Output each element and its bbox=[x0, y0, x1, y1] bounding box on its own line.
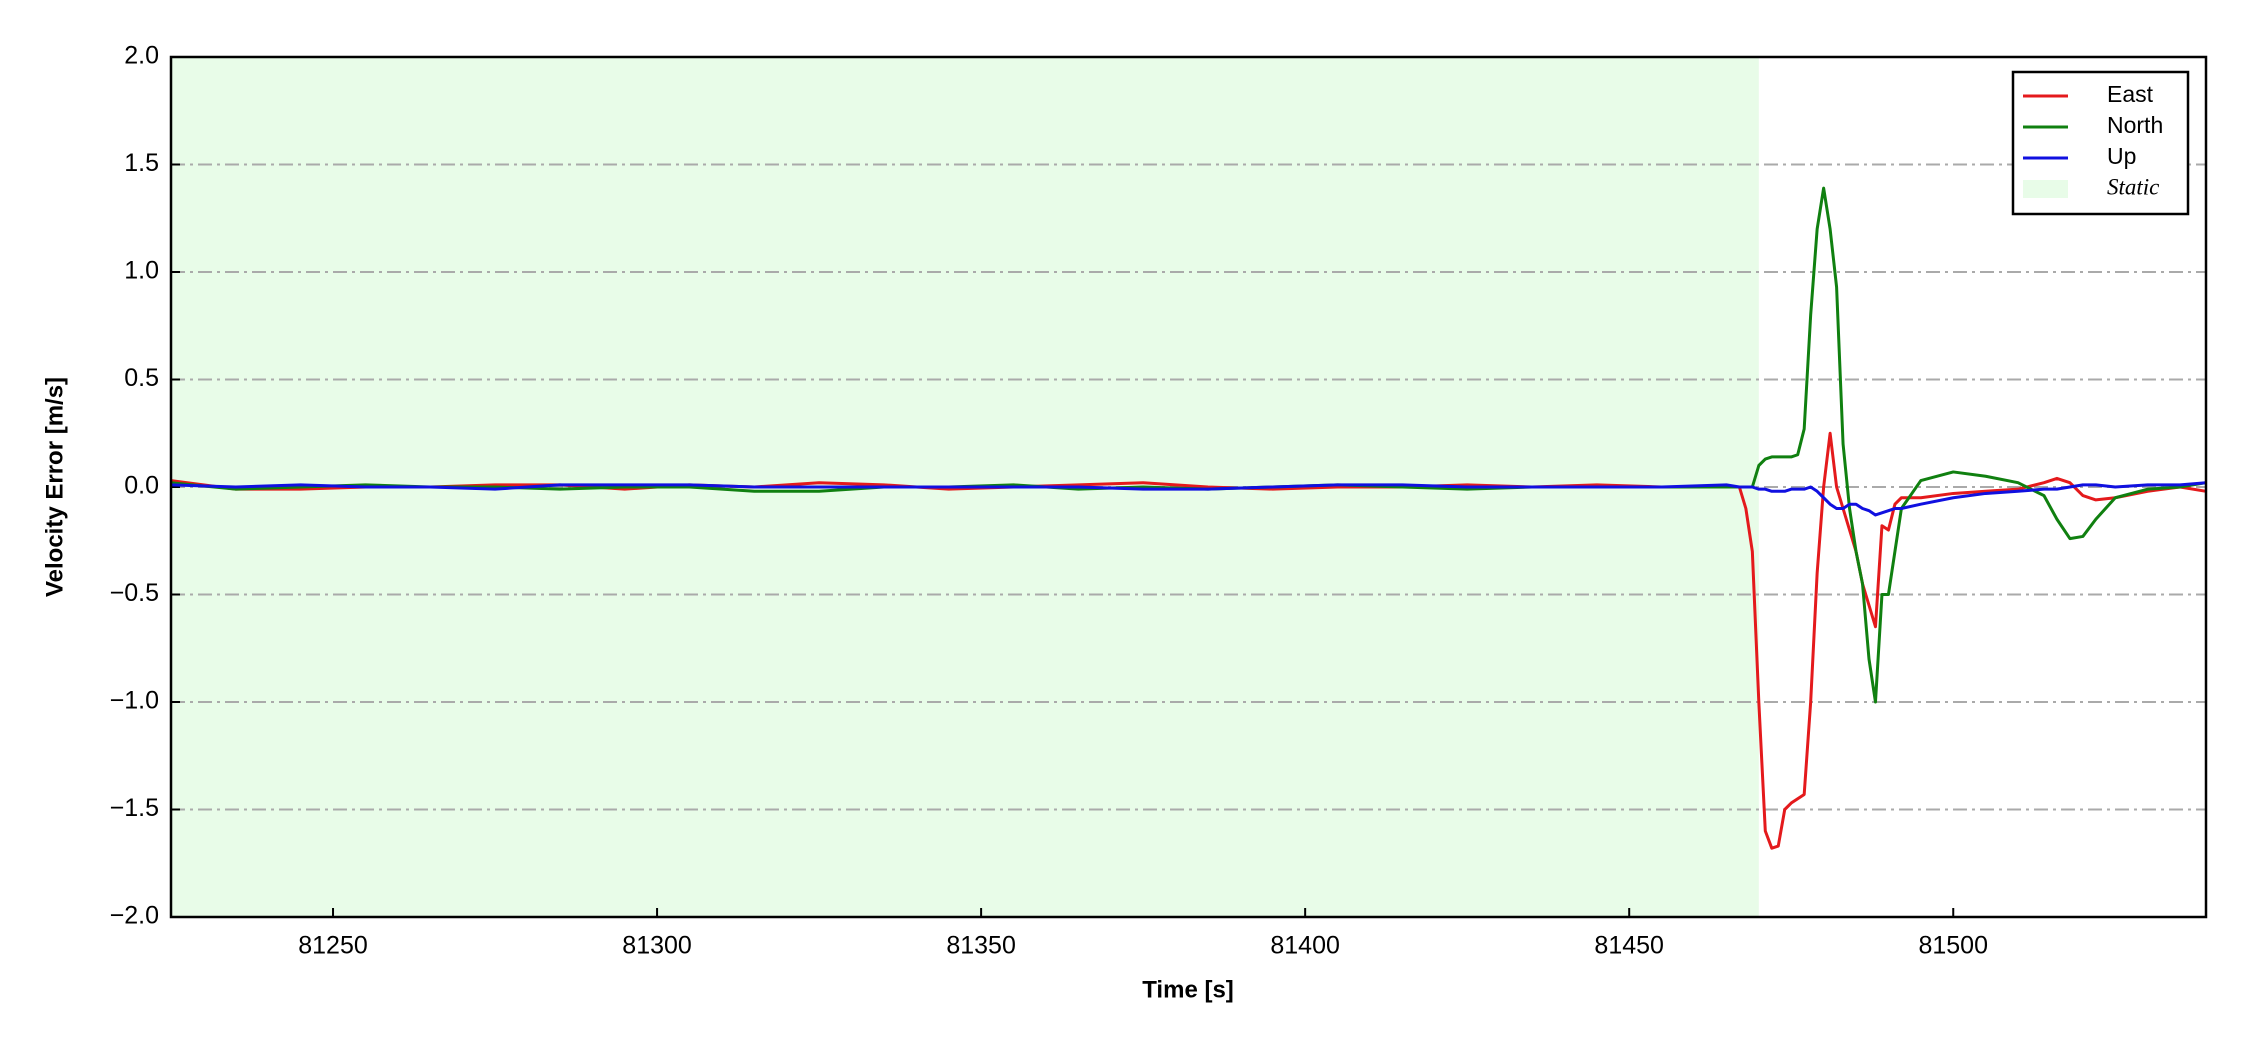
x-tick-label: 81350 bbox=[946, 932, 1016, 960]
y-axis-label: Velocity Error [m/s] bbox=[41, 377, 68, 597]
x-tick-label: 81500 bbox=[1918, 932, 1988, 960]
series-line bbox=[170, 186, 2207, 704]
plot-frame bbox=[169, 55, 2208, 919]
legend-label: Up bbox=[2107, 143, 2136, 169]
y-tick-label: −1.0 bbox=[110, 687, 159, 715]
y-tick-label: 2.0 bbox=[124, 42, 159, 70]
series-line bbox=[170, 481, 2207, 517]
y-tick-label: −1.5 bbox=[110, 794, 159, 822]
plot-area: −2.0 −1.5 −1.0 −0.5 0.0 0.5 1.0 1.5 2.0 81250 8130… bbox=[110, 42, 2208, 960]
y-tick-label: −0.5 bbox=[110, 579, 159, 607]
x-axis-label: Time [s] bbox=[1142, 976, 1234, 1003]
x-tick-label: 81250 bbox=[298, 932, 368, 960]
series-line bbox=[170, 431, 2207, 850]
y-tick-label: 1.5 bbox=[124, 149, 159, 177]
legend-swatch bbox=[2023, 180, 2068, 198]
y-tick-label: 1.0 bbox=[124, 257, 159, 285]
legend: East North Up Static bbox=[2011, 70, 2190, 216]
legend-label: North bbox=[2107, 112, 2163, 138]
legend-label: Static bbox=[2107, 174, 2159, 199]
x-tick-label: 81300 bbox=[622, 932, 692, 960]
x-tick-label: 81400 bbox=[1270, 932, 1340, 960]
legend-label: East bbox=[2107, 81, 2154, 107]
y-tick-label: 0.5 bbox=[124, 364, 159, 392]
y-tick-label: 0.0 bbox=[124, 472, 159, 500]
x-tick-label: 81450 bbox=[1594, 932, 1664, 960]
y-tick-label: −2.0 bbox=[110, 902, 159, 930]
